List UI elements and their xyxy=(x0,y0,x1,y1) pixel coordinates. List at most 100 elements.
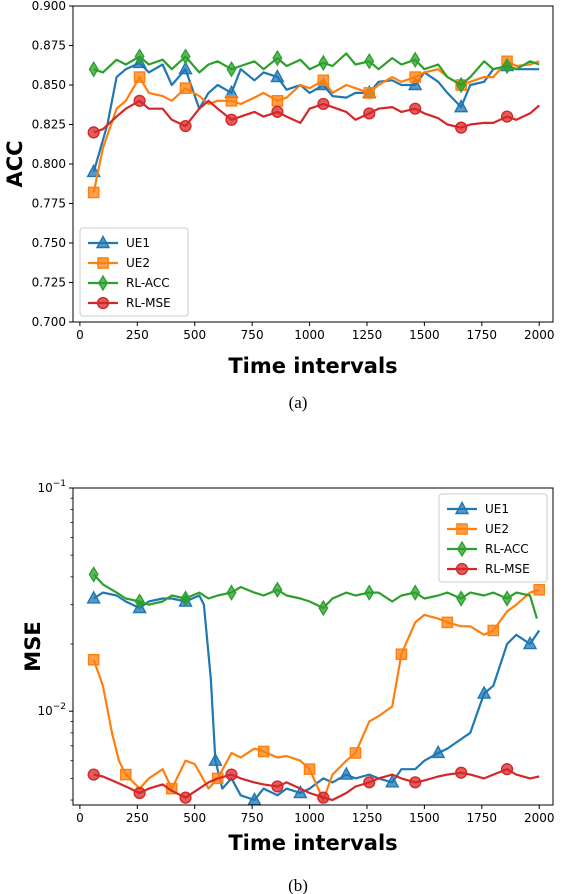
legend-entry-rl-acc: RL-ACC xyxy=(447,540,529,558)
chart-panel-1: 0 250 500 750 1000 1250 1500 1750 2000 0.700 0.725… xyxy=(3,0,554,412)
legend-entry-rl-acc: RL-ACC xyxy=(88,274,170,292)
legend-label: RL-ACC xyxy=(485,542,529,556)
y-axis-label: MSE xyxy=(21,621,45,671)
series-ue2-marker xyxy=(165,782,178,795)
series-rl-mse-marker xyxy=(409,776,422,789)
y-tick-label: 0.800 xyxy=(32,157,66,171)
series-rl-mse xyxy=(87,94,540,139)
series-rl-mse-marker xyxy=(500,763,514,776)
plot-frame xyxy=(72,5,554,323)
series-rl-mse-marker xyxy=(500,110,514,123)
series-ue2 xyxy=(87,583,546,802)
series-ue1-marker xyxy=(430,744,446,759)
legend-entry-ue2: UE2 xyxy=(88,256,150,270)
y-tick-label: 0.750 xyxy=(32,236,66,250)
series-ue1-line xyxy=(93,591,541,802)
series-ue1-marker xyxy=(476,685,492,699)
series-rl-mse-marker xyxy=(179,119,192,133)
y-tick-label: 10−2 xyxy=(37,702,66,718)
series-ue2-marker xyxy=(303,763,316,775)
y-tick-label: 0.700 xyxy=(32,315,66,329)
series-rl-acc-marker xyxy=(226,584,237,601)
series-rl-mse-marker xyxy=(409,102,422,115)
series-rl-acc-marker xyxy=(88,566,99,583)
legend-box xyxy=(79,227,189,317)
series-rl-mse-marker xyxy=(363,107,376,120)
series-layer xyxy=(86,566,546,805)
series-ue2-marker xyxy=(271,94,284,107)
series-rl-mse-marker xyxy=(133,94,146,107)
series-rl-acc-line xyxy=(92,573,538,619)
legend: UE1 UE2 RL-ACC RL-MSE xyxy=(438,493,548,583)
y-tick-label: 0.725 xyxy=(32,276,66,290)
panel-caption: (a) xyxy=(289,393,308,412)
series-ue2-marker xyxy=(409,71,422,83)
series-ue2-marker xyxy=(179,82,192,94)
x-tick-label: 1250 xyxy=(352,811,383,825)
series-rl-mse-marker xyxy=(271,780,284,793)
series-ue1-marker xyxy=(86,590,101,604)
series-rl-acc-line xyxy=(93,52,540,87)
x-tick-label: 1750 xyxy=(467,811,498,825)
series-rl-acc-marker xyxy=(318,54,329,72)
series-rl-mse xyxy=(87,763,540,804)
legend-label: RL-MSE xyxy=(126,296,171,310)
series-rl-acc-marker xyxy=(180,48,191,65)
legend-entry-rl-mse: RL-MSE xyxy=(447,562,530,576)
series-layer xyxy=(86,48,540,199)
series-ue1-marker xyxy=(453,99,469,113)
series-ue2-marker xyxy=(225,94,238,107)
legend-label: UE2 xyxy=(485,522,509,536)
series-rl-acc-marker xyxy=(272,49,283,67)
series-rl-mse-marker xyxy=(363,776,376,789)
series-ue2-marker xyxy=(87,653,100,666)
series-ue2-line xyxy=(92,588,540,802)
series-ue2-marker xyxy=(133,71,146,83)
y-tick-label: 10−1 xyxy=(37,479,66,495)
series-rl-acc-marker xyxy=(134,593,145,610)
series-ue2-line xyxy=(92,60,540,193)
series-ue1-line xyxy=(92,61,540,173)
series-ue2-marker xyxy=(441,616,454,629)
legend-marker xyxy=(454,500,470,515)
series-rl-acc-marker xyxy=(410,584,421,601)
series-rl-acc-marker xyxy=(180,590,191,607)
series-rl-acc-marker xyxy=(318,599,329,617)
legend-entry-ue2: UE2 xyxy=(447,522,509,536)
series-rl-acc-marker xyxy=(272,581,283,599)
series-rl-acc-marker xyxy=(134,48,145,65)
x-tick-label: 500 xyxy=(183,811,206,825)
series-ue2-marker xyxy=(257,745,270,758)
legend-marker xyxy=(95,234,111,249)
series-ue2-marker xyxy=(317,74,330,87)
y-tick-label: 0.775 xyxy=(32,197,66,211)
series-rl-acc-marker xyxy=(456,590,467,607)
x-tick-label: 750 xyxy=(241,811,264,825)
legend-label: UE2 xyxy=(126,256,150,270)
x-axis-label: Time intervals xyxy=(228,354,397,378)
plot-frame xyxy=(72,487,554,806)
series-rl-mse-marker xyxy=(317,791,330,804)
legend-entry-rl-mse: RL-MSE xyxy=(88,296,171,310)
x-tick-label: 0 xyxy=(76,811,84,825)
x-tick-label: 1000 xyxy=(294,811,325,825)
x-tick-label: 2000 xyxy=(524,811,555,825)
series-rl-mse-marker xyxy=(87,768,100,781)
legend-entry-ue1: UE1 xyxy=(447,500,509,516)
series-rl-acc-marker xyxy=(364,584,375,601)
series-rl-mse-line xyxy=(93,99,540,134)
series-rl-acc-marker xyxy=(364,53,375,70)
legend-marker xyxy=(97,257,109,269)
series-ue1-marker xyxy=(293,784,308,799)
series-ue1-marker xyxy=(339,766,354,780)
series-rl-mse-marker xyxy=(455,121,468,134)
series-rl-mse-marker xyxy=(225,113,238,126)
series-rl-acc xyxy=(88,48,540,94)
series-rl-mse-marker xyxy=(271,105,284,118)
series-rl-mse-marker xyxy=(317,97,330,111)
legend-marker xyxy=(456,523,468,535)
series-ue1-marker xyxy=(270,69,285,83)
chart-panel-2: 0 250 500 750 1000 1250 1500 1750 2000 10−2 10−1 Ti… xyxy=(21,479,554,894)
x-tick-label: 250 xyxy=(126,811,149,825)
